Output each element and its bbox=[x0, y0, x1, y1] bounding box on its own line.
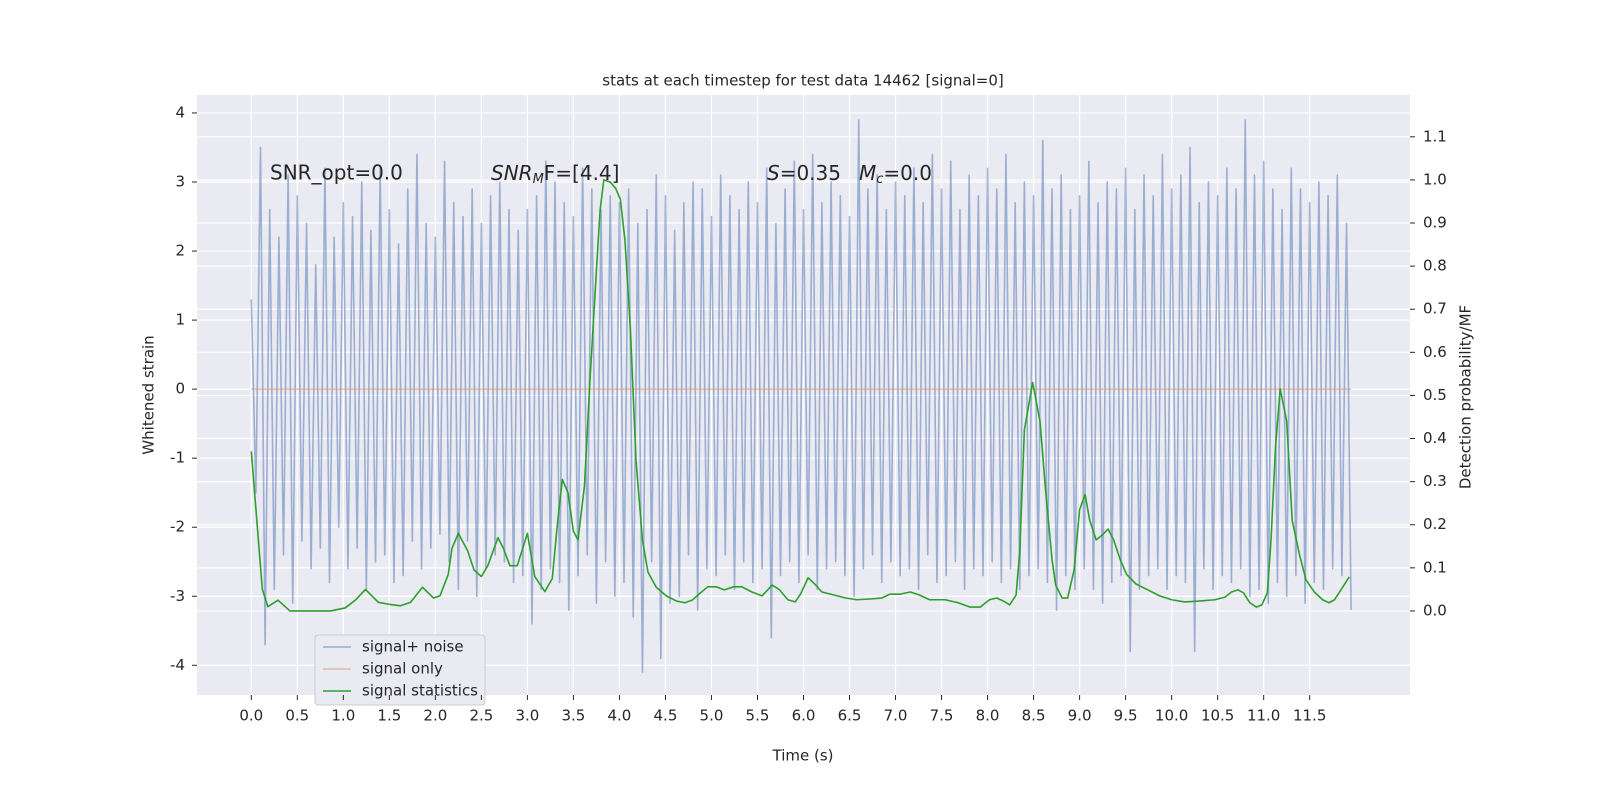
legend: signal+ noise signal only signal statistic… bbox=[314, 634, 486, 706]
y2-tick-label: 0.6 bbox=[1423, 343, 1447, 361]
x-tick-label: 5.5 bbox=[746, 707, 770, 725]
x-tick-label: 7.0 bbox=[884, 707, 908, 725]
y-tick-label: 1 bbox=[175, 311, 185, 329]
y2-tick-label: 0.1 bbox=[1423, 558, 1447, 576]
x-tick-label: 11.0 bbox=[1247, 707, 1280, 725]
x-tick-label: 8.0 bbox=[976, 707, 1000, 725]
x-tick-label: 9.0 bbox=[1068, 707, 1092, 725]
y-tick-label: 3 bbox=[175, 172, 185, 190]
x-tick-label: 5.0 bbox=[700, 707, 724, 725]
chart-title: stats at each timestep for test data 144… bbox=[602, 72, 1003, 90]
y2-tick-label: 0.8 bbox=[1423, 257, 1447, 275]
annotation-part: c bbox=[876, 172, 883, 187]
annotation-part: SNR bbox=[491, 161, 533, 185]
marks bbox=[250, 119, 1352, 674]
x-tick-label: 6.5 bbox=[838, 707, 862, 725]
annotation: SNRMF=[4.4] bbox=[491, 161, 619, 187]
annotation-part: M bbox=[533, 172, 544, 187]
y-tick-label: 4 bbox=[175, 103, 185, 121]
y2-tick-label: 0.0 bbox=[1423, 601, 1447, 619]
series-line bbox=[250, 179, 1350, 612]
y2-tick-label: 1.0 bbox=[1423, 170, 1447, 188]
annotation-part: =0.0 bbox=[883, 161, 932, 185]
annotation-part: M bbox=[859, 161, 876, 185]
x-tick-label: 0.5 bbox=[285, 707, 309, 725]
x-tick-label: 6.0 bbox=[792, 707, 816, 725]
x-tick-label: 9.5 bbox=[1114, 707, 1138, 725]
annotation: SNR_opt=0.0 bbox=[270, 161, 403, 185]
x-tick-label: 0.0 bbox=[239, 707, 263, 725]
legend-label: signal only bbox=[362, 660, 443, 678]
x-tick-label: 10.0 bbox=[1155, 707, 1188, 725]
x-tick-label: 7.5 bbox=[930, 707, 954, 725]
y2-tick-label: 0.4 bbox=[1423, 429, 1447, 447]
x-tick-label: 3.5 bbox=[561, 707, 585, 725]
y-tick-label: -4 bbox=[170, 656, 185, 674]
x-tick-label: 2.5 bbox=[469, 707, 493, 725]
y2-axis-label: Detection probability/MF bbox=[1457, 305, 1475, 489]
y-tick-label: -2 bbox=[170, 518, 185, 536]
y-tick-label: 0 bbox=[175, 380, 185, 398]
x-axis-label: Time (s) bbox=[772, 747, 834, 765]
y2-tick-label: 0.5 bbox=[1423, 386, 1447, 404]
x-tick-label: 4.0 bbox=[608, 707, 632, 725]
x-tick-label: 10.5 bbox=[1201, 707, 1234, 725]
annotation-part: F=[4.4] bbox=[544, 161, 620, 185]
x-tick-label: 4.5 bbox=[654, 707, 678, 725]
annotation-part: =0.35 bbox=[780, 161, 841, 185]
annotation: Mc=0.0 bbox=[859, 161, 932, 187]
y-tick-label: -1 bbox=[170, 449, 185, 467]
legend-box bbox=[314, 634, 486, 706]
y2-tick-label: 0.7 bbox=[1423, 300, 1447, 318]
x-tick-label: 3.0 bbox=[515, 707, 539, 725]
x-tick-label: 1.5 bbox=[377, 707, 401, 725]
x-tick-label: 11.5 bbox=[1293, 707, 1326, 725]
x-tick-label: 8.5 bbox=[1022, 707, 1046, 725]
legend-label: signal statistics bbox=[362, 682, 478, 700]
annotation: S=0.35 bbox=[767, 161, 841, 185]
series-line bbox=[250, 119, 1352, 674]
annotation-part: S bbox=[767, 161, 780, 185]
y2-tick-label: 0.9 bbox=[1423, 214, 1447, 232]
x-tick-label: 1.0 bbox=[331, 707, 355, 725]
y2-tick-label: 0.2 bbox=[1423, 515, 1447, 533]
y2-tick-label: 1.1 bbox=[1423, 127, 1447, 145]
x-tick-label: 2.0 bbox=[423, 707, 447, 725]
y-axis-label: Whitened strain bbox=[140, 335, 158, 454]
y-tick-label: 2 bbox=[175, 242, 185, 260]
legend-label: signal+ noise bbox=[362, 638, 464, 656]
y-tick-label: -3 bbox=[170, 587, 185, 605]
y2-tick-label: 0.3 bbox=[1423, 472, 1447, 490]
